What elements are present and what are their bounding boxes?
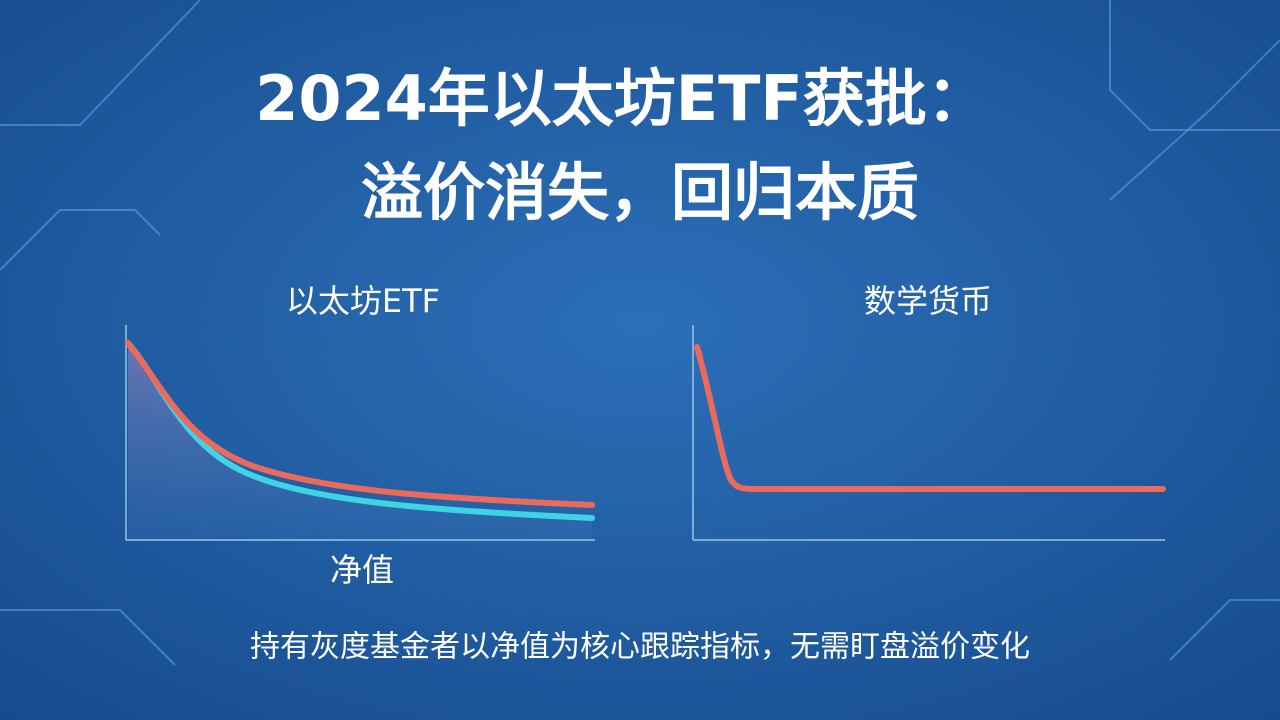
panel-label: 以太坊ETF [286,282,440,320]
circuit-decoration [0,0,1280,666]
caption: 持有灰度基金者以净值为核心跟踪指标，无需盯盘溢价变化 [250,630,1030,665]
price-line [125,340,595,508]
axis-label: 净值 [330,551,394,589]
title-line: 溢价消失，回归本质 [361,156,919,229]
left-panel: 以太坊ETF 净值 [125,282,595,589]
panel-label: 数学货币 [864,282,992,320]
title-line: 2024年以太坊ETF获批： [255,62,989,135]
area-fill [128,343,592,540]
right-panel: 数学货币 [692,282,1166,541]
price-line [694,344,1166,493]
